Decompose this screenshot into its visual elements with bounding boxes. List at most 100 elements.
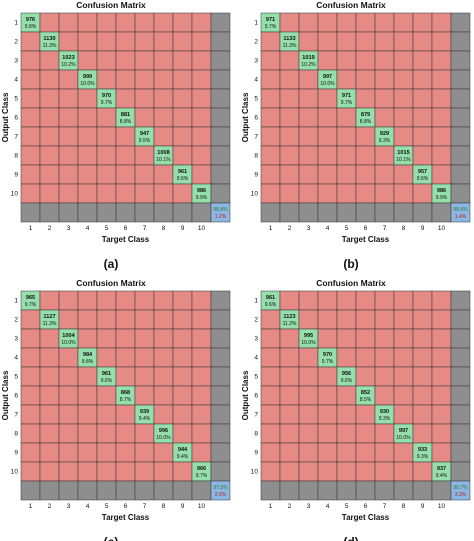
overall-accuracy-cell — [210, 480, 231, 501]
x-tick-label: 9 — [421, 225, 425, 232]
y-tick-label: 3 — [254, 58, 258, 65]
matrix-cell — [393, 385, 414, 406]
x-tick-label: 10 — [198, 503, 206, 510]
matrix-cell — [279, 183, 300, 204]
matrix-cell — [393, 202, 414, 223]
matrix-cell — [412, 366, 433, 387]
matrix-cell — [20, 88, 41, 109]
matrix-cell — [58, 404, 79, 425]
matrix-cell — [412, 69, 433, 90]
diagonal-percent: 10.2% — [301, 62, 316, 68]
y-tick-label: 2 — [14, 317, 18, 324]
matrix-cell — [279, 164, 300, 185]
matrix-cell — [77, 366, 98, 387]
matrix-cell — [374, 385, 395, 406]
diagonal-percent: 9.7% — [196, 473, 208, 479]
matrix-cell — [39, 164, 60, 185]
matrix-cell — [172, 347, 193, 368]
matrix-cell — [279, 385, 300, 406]
matrix-cell — [191, 31, 212, 52]
matrix-cell — [412, 309, 433, 330]
matrix-cell — [58, 442, 79, 463]
matrix-cell — [431, 309, 452, 330]
diagonal-count: 976 — [26, 17, 35, 23]
matrix-cell — [96, 480, 117, 501]
diagonal-count: 937 — [437, 466, 446, 472]
matrix-cell — [172, 69, 193, 90]
matrix-cell — [96, 202, 117, 223]
matrix-cell — [58, 107, 79, 128]
x-tick-label: 10 — [198, 225, 206, 232]
matrix-cell — [39, 145, 60, 166]
overall-accuracy-cell — [450, 480, 471, 501]
x-axis-label: Target Class — [342, 513, 390, 522]
y-tick-label: 2 — [254, 39, 258, 46]
matrix-cell — [393, 366, 414, 387]
matrix-cell — [355, 366, 376, 387]
matrix-cell — [20, 385, 41, 406]
x-axis-label: Target Class — [102, 513, 150, 522]
matrix-cell — [336, 126, 357, 147]
matrix-cell — [96, 328, 117, 349]
diagonal-percent: 9.6% — [177, 176, 189, 182]
x-tick-label: 6 — [124, 503, 128, 510]
matrix-cell — [393, 107, 414, 128]
matrix-cell — [279, 50, 300, 71]
matrix-cell — [210, 309, 231, 330]
matrix-cell — [153, 442, 174, 463]
matrix-cell — [317, 88, 338, 109]
matrix-cell — [393, 88, 414, 109]
matrix-cell — [393, 69, 414, 90]
matrix-cell — [210, 107, 231, 128]
matrix-cell — [298, 12, 319, 33]
matrix-cell — [153, 290, 174, 311]
matrix-cell — [298, 442, 319, 463]
x-tick-label: 2 — [48, 503, 52, 510]
matrix-cell — [115, 366, 136, 387]
matrix-cell — [431, 328, 452, 349]
matrix-cell — [134, 50, 155, 71]
matrix-cell — [191, 290, 212, 311]
matrix-cell — [450, 366, 471, 387]
matrix-cell — [191, 69, 212, 90]
matrix-cell — [191, 88, 212, 109]
matrix-cell — [96, 385, 117, 406]
matrix-cell — [279, 404, 300, 425]
matrix-cell — [20, 126, 41, 147]
matrix-cell — [450, 69, 471, 90]
matrix-cell — [336, 404, 357, 425]
matrix-cell — [153, 480, 174, 501]
y-tick-label: 1 — [14, 20, 18, 27]
matrix-cell — [317, 12, 338, 33]
y-tick-label: 1 — [254, 20, 258, 27]
matrix-cell — [298, 366, 319, 387]
matrix-cell — [298, 480, 319, 501]
matrix-cell — [393, 50, 414, 71]
matrix-cell — [191, 366, 212, 387]
matrix-cell — [191, 480, 212, 501]
matrix-cell — [317, 423, 338, 444]
matrix-cell — [279, 328, 300, 349]
x-tick-label: 4 — [326, 225, 330, 232]
matrix-cell — [77, 31, 98, 52]
matrix-cell — [77, 385, 98, 406]
matrix-cell — [134, 309, 155, 330]
matrix-cell — [115, 202, 136, 223]
matrix-cell — [393, 347, 414, 368]
matrix-cell — [58, 366, 79, 387]
matrix-cell — [336, 202, 357, 223]
matrix-cell — [298, 385, 319, 406]
x-axis-label: Target Class — [342, 235, 390, 244]
diagonal-percent: 9.7% — [265, 24, 277, 30]
matrix-cell — [134, 328, 155, 349]
y-tick-label: 10 — [11, 191, 19, 198]
matrix-cell — [317, 404, 338, 425]
x-tick-label: 6 — [364, 225, 368, 232]
matrix-cell — [39, 385, 60, 406]
matrix-cell — [450, 347, 471, 368]
matrix-cell — [260, 31, 281, 52]
matrix-cell — [317, 328, 338, 349]
matrix-cell — [210, 290, 231, 311]
x-tick-label: 4 — [86, 503, 90, 510]
